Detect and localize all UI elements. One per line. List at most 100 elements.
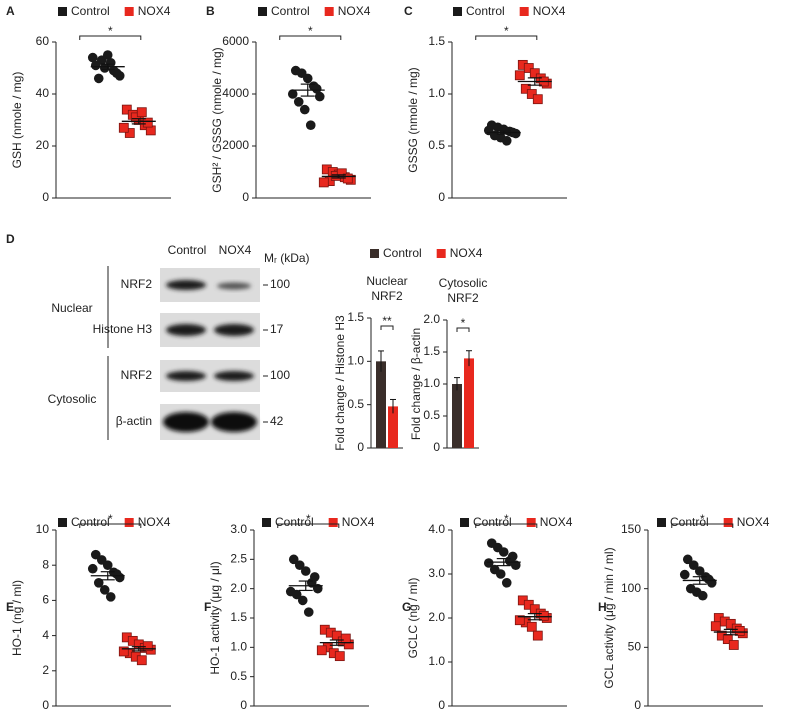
data-point — [309, 572, 320, 582]
band — [214, 324, 254, 336]
y-tick-label: 0 — [438, 698, 445, 712]
y-tick-label: 40 — [36, 86, 50, 100]
legend-label: NOX4 — [450, 246, 483, 260]
legend-swatch — [723, 518, 733, 527]
y-tick-label: 6000 — [222, 34, 249, 48]
legend-label: Control — [670, 515, 709, 529]
y-tick-label: 1.0 — [428, 86, 445, 100]
y-tick-label: 1.0 — [423, 376, 440, 390]
y-tick-label: 2.0 — [428, 610, 445, 624]
legend-swatch — [58, 518, 67, 527]
y-tick-label: 0.5 — [230, 669, 247, 683]
y-tick-label: 4.0 — [428, 522, 445, 536]
significance-bracket — [277, 523, 340, 528]
legend-label: NOX4 — [342, 515, 375, 529]
panel-label: H — [598, 600, 607, 614]
y-axis-label: GCL activity (μg / min / ml) — [602, 547, 616, 688]
data-point — [93, 73, 104, 84]
protein-label: β-actin — [116, 414, 152, 428]
data-point — [118, 646, 129, 657]
significance-label: * — [461, 316, 466, 330]
legend-swatch — [258, 7, 267, 16]
bar — [452, 384, 462, 448]
protein-label: NRF2 — [121, 368, 153, 382]
legend-swatch — [324, 7, 334, 16]
legend-swatch — [58, 7, 67, 16]
data-point — [710, 621, 721, 632]
y-axis-label: GSH (nmole / mg) — [10, 72, 24, 169]
marker-label: 17 — [270, 322, 284, 336]
significance-bracket — [475, 523, 538, 528]
bar — [388, 406, 398, 448]
legend-label: Control — [271, 4, 310, 18]
data-point — [303, 607, 314, 617]
data-point — [118, 122, 129, 133]
data-point — [111, 68, 122, 78]
legend-label: Control — [71, 515, 110, 529]
mr-label: Mᵣ (kDa) — [264, 251, 310, 265]
y-tick-label: 0 — [357, 440, 364, 454]
data-point — [136, 107, 147, 118]
y-tick-label: 4000 — [222, 86, 249, 100]
significance-bracket — [380, 325, 394, 330]
data-point — [526, 89, 537, 99]
protein-label: NRF2 — [121, 277, 153, 291]
band — [166, 280, 206, 290]
y-tick-label: 0 — [438, 190, 445, 204]
data-point — [299, 104, 310, 115]
y-tick-label: 3.0 — [428, 566, 445, 580]
panel-label: E — [6, 600, 14, 614]
legend-swatch — [519, 7, 529, 16]
data-point — [305, 120, 316, 130]
y-axis-label: HO-1 activity (μg / μl) — [208, 561, 222, 674]
legend-swatch — [124, 518, 134, 527]
legend-swatch — [657, 518, 666, 527]
group-label: Nuclear — [51, 301, 92, 315]
data-point — [300, 566, 311, 576]
significance-bracket — [456, 327, 470, 332]
legend-label: Control — [275, 515, 314, 529]
y-tick-label: 1.0 — [230, 640, 247, 654]
legend-swatch — [436, 249, 446, 258]
data-point — [285, 586, 296, 597]
data-point — [697, 590, 708, 601]
data-point — [501, 578, 512, 588]
marker-label: 100 — [270, 368, 290, 382]
y-tick-label: 1.5 — [347, 310, 364, 324]
protein-label: Histone H3 — [93, 322, 153, 336]
significance-label: * — [504, 24, 509, 38]
band — [214, 371, 254, 381]
y-tick-label: 0 — [634, 698, 641, 712]
significance-label: ** — [382, 314, 392, 328]
y-tick-label: 2 — [42, 663, 49, 677]
chart-title: NRF2 — [447, 291, 479, 305]
significance-bracket — [671, 523, 734, 528]
data-point — [105, 592, 116, 602]
legend-swatch — [370, 249, 379, 258]
y-tick-label: 150 — [621, 522, 641, 536]
data-point — [694, 566, 705, 576]
data-point — [523, 63, 534, 73]
data-point — [124, 128, 135, 138]
chart-title: Cytosolic — [439, 276, 488, 290]
y-tick-label: 0.5 — [347, 397, 364, 411]
y-tick-label: 0.5 — [423, 408, 440, 422]
data-point — [514, 70, 525, 81]
legend-label: Control — [473, 515, 512, 529]
data-point — [111, 569, 122, 579]
data-point — [682, 554, 693, 565]
y-axis-label: HO-1 (ng / ml) — [10, 580, 24, 656]
significance-label: * — [504, 512, 509, 526]
legend-label: Control — [71, 4, 110, 18]
data-point — [288, 554, 299, 565]
panel-label: A — [6, 4, 15, 18]
marker-label: 100 — [270, 277, 290, 291]
data-point — [679, 569, 690, 580]
band — [211, 412, 257, 432]
significance-label: * — [700, 512, 705, 526]
bar — [376, 361, 386, 448]
y-tick-label: 10 — [36, 522, 50, 536]
legend-label: NOX4 — [737, 515, 770, 529]
y-axis-label: GCLC (ng / ml) — [406, 578, 420, 659]
